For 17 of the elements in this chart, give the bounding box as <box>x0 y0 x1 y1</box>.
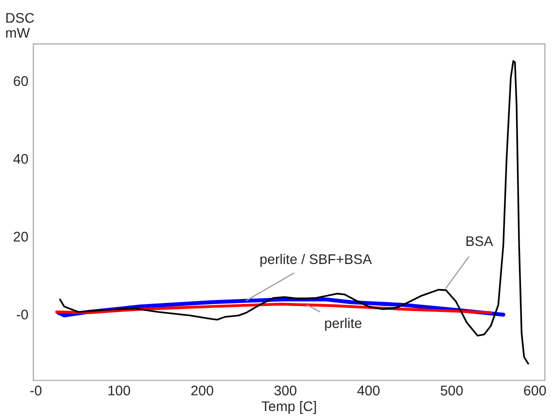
line-series <box>59 60 530 364</box>
x-tick-label: 300 <box>274 386 296 396</box>
x-tick-label: 600 <box>524 386 546 396</box>
x-tick-label: -0 <box>30 386 42 396</box>
annotation: perlite / SBF+BSA <box>260 254 372 267</box>
x-tick-label: 100 <box>108 386 130 396</box>
y-axis-title: DSC mW <box>6 12 34 38</box>
y-tick-label: -0 <box>16 310 28 320</box>
x-tick-label: 500 <box>440 386 463 396</box>
y-tick-label: 20 <box>14 232 28 242</box>
y-tick-label: 40 <box>13 154 28 164</box>
annotation: BSA <box>466 236 494 246</box>
x-tick-label: 200 <box>191 386 214 396</box>
x-axis-title: Temp [C] <box>262 400 316 414</box>
y-tick-label: 60 <box>14 76 28 86</box>
x-tick-label: 400 <box>357 386 380 396</box>
annotation: perlite <box>325 318 362 331</box>
